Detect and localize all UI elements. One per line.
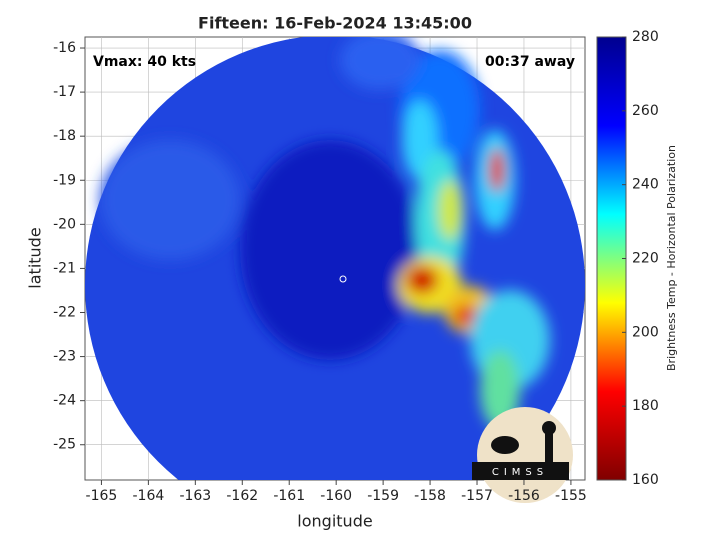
x-tick-label: -164 <box>132 488 164 504</box>
feature <box>489 148 505 192</box>
logo-text: CIMSS <box>492 467 548 478</box>
colorbar-label: Brightness Temp - Horizontal Polarizatio… <box>665 145 678 371</box>
x-tick-label: -157 <box>461 488 493 504</box>
colorbar-tick-label: 240 <box>632 177 659 193</box>
feature <box>406 266 438 294</box>
feature <box>454 306 478 326</box>
annotation: 00:37 away <box>485 54 575 70</box>
x-tick-label: -158 <box>414 488 446 504</box>
colorbar-tick-label: 180 <box>632 398 659 414</box>
x-tick-label: -156 <box>508 488 540 504</box>
y-tick-label: -17 <box>53 84 76 100</box>
colorbar-tick-label: 160 <box>632 472 659 488</box>
colorbar-tick-label: 280 <box>632 29 659 45</box>
x-tick-label: -161 <box>273 488 305 504</box>
y-tick-label: -16 <box>53 40 76 56</box>
y-tick-label: -23 <box>53 349 76 365</box>
logo-band <box>472 462 569 480</box>
logo: CIMSS <box>472 407 573 503</box>
logo-tower <box>545 430 553 462</box>
x-tick-label: -159 <box>367 488 399 504</box>
logo-dish <box>491 436 519 454</box>
logo-tank <box>542 421 556 435</box>
y-tick-label: -21 <box>53 260 76 276</box>
colorbar-tick-label: 220 <box>632 251 659 267</box>
x-tick-label: -155 <box>555 488 587 504</box>
swath-features <box>100 37 550 430</box>
y-tick-label: -18 <box>53 128 76 144</box>
x-tick-label: -162 <box>226 488 258 504</box>
colorbar-tick-label: 200 <box>632 324 659 340</box>
feature <box>340 37 420 90</box>
y-tick-label: -20 <box>53 216 76 232</box>
y-tick-label: -19 <box>53 172 76 188</box>
x-axis-label: longitude <box>297 512 372 531</box>
swath <box>85 37 585 480</box>
feature <box>438 180 462 240</box>
x-tick-label: -165 <box>86 488 118 504</box>
y-tick-label: -24 <box>53 393 76 409</box>
storm-center <box>339 275 347 283</box>
annotation: Vmax: 40 kts <box>93 54 196 70</box>
y-tick-label: -22 <box>53 304 76 320</box>
y-tick-label: -25 <box>53 437 76 453</box>
feature <box>240 140 420 360</box>
colorbar-tick-label: 260 <box>632 103 659 119</box>
chart-title: Fifteen: 16-Feb-2024 13:45:00 <box>198 14 472 33</box>
feature <box>100 140 240 260</box>
y-axis-label: latitude <box>26 227 45 288</box>
x-tick-label: -163 <box>179 488 211 504</box>
x-tick-label: -160 <box>320 488 352 504</box>
colorbar <box>596 36 627 481</box>
